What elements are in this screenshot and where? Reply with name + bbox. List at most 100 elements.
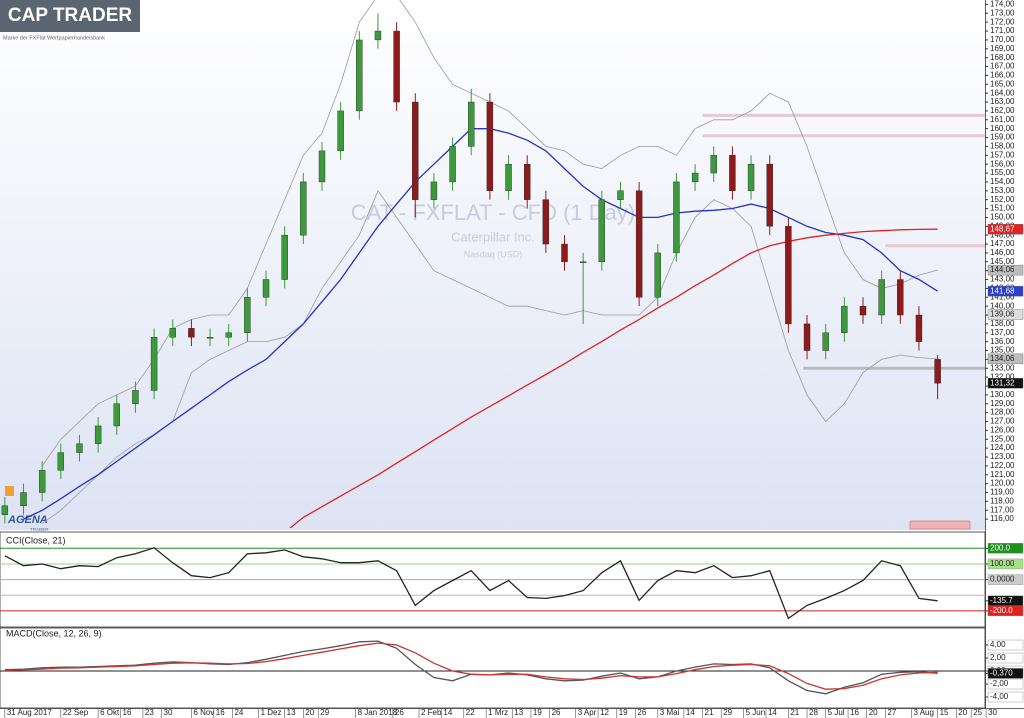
y-tick-label: 172,00 — [990, 17, 1015, 26]
watermark-note: Nasdaq (USD) — [464, 249, 523, 259]
candle-body — [486, 101, 494, 191]
candle-body — [785, 226, 792, 325]
x-tick-label: 28 — [809, 708, 818, 717]
candle-body — [281, 234, 288, 280]
tick-tag — [987, 639, 1024, 651]
y-tick-label: 154,00 — [990, 177, 1015, 186]
x-tick-label: 3 Mai — [660, 708, 680, 717]
candle-body — [94, 425, 102, 444]
candle-body — [374, 30, 382, 41]
price-tag — [987, 286, 1024, 297]
x-tick-label: 14 — [443, 708, 452, 717]
x-tick-label: 5 Jul — [828, 708, 845, 717]
tick-tag — [987, 543, 1024, 554]
candle-body — [244, 297, 251, 333]
candle-body — [729, 155, 736, 191]
candle-body — [710, 155, 717, 174]
price-tag-label: 148,67 — [990, 224, 1015, 233]
x-tick-label: 19 — [619, 708, 628, 717]
y-tick-label: 153,00 — [990, 186, 1015, 195]
price-tag — [987, 264, 1024, 276]
tick-tag — [987, 558, 1024, 570]
y-tick-label: 164,00 — [990, 88, 1015, 97]
y-tick-label: 163,00 — [990, 97, 1015, 106]
x-tick-label: 29 — [320, 708, 329, 717]
price-tag-label: 131,32 — [990, 378, 1015, 387]
tick-tag — [987, 605, 1024, 617]
x-tick-label: 16 — [850, 708, 859, 717]
y-tick-label: 158,00 — [990, 142, 1015, 151]
y-tick-label: 140,00 — [990, 301, 1015, 310]
y-tick-label: 156,00 — [990, 159, 1015, 168]
candle-body — [915, 314, 923, 342]
y-tick-label: 141,00 — [990, 292, 1015, 301]
candle-body — [803, 323, 811, 351]
candle-body — [76, 443, 83, 453]
plot-area — [1, 0, 985, 528]
y-tick-label: 135,00 — [990, 346, 1015, 355]
candle-body — [673, 181, 680, 254]
brand: AGENA — [7, 514, 48, 526]
candle-body — [262, 279, 270, 298]
price-panel — [0, 0, 985, 530]
x-tick-label: 13 — [287, 708, 296, 717]
y-tick-label: 143,00 — [990, 275, 1015, 284]
y-tick-label: 162,00 — [990, 106, 1015, 115]
badge — [5, 486, 14, 496]
y-tick-label: 200.0 — [990, 543, 1011, 552]
tick-tag — [987, 652, 1024, 664]
y-tick-label: 128,00 — [990, 408, 1015, 417]
x-tick-label: 14 — [768, 708, 777, 717]
tagline: Marke der FXFlat Wertpapierhandelsbank — [3, 35, 105, 41]
x-tick-label: 14 — [686, 708, 695, 717]
candle-body — [561, 243, 568, 262]
watermark-subtitle: Caterpillar Inc. — [451, 229, 535, 244]
y-tick-label: -4,00 — [990, 692, 1009, 701]
candle-body — [412, 101, 419, 200]
candle-body — [188, 328, 195, 338]
price-tag — [987, 377, 1024, 389]
candle-body — [430, 181, 438, 200]
candle-body — [841, 305, 848, 333]
series-line — [4, 642, 938, 690]
x-tick-label: 6 Okt — [100, 708, 120, 717]
candle-body — [150, 337, 158, 391]
y-tick-label: 167,00 — [990, 62, 1015, 71]
candle-body — [878, 279, 885, 316]
y-tick-label: 123,00 — [990, 452, 1015, 461]
candle-body — [822, 332, 829, 351]
y-tick-label: 169,00 — [990, 44, 1015, 53]
y-tick-label: 132,00 — [990, 372, 1015, 381]
y-tick-label: 119,00 — [990, 488, 1014, 497]
price-tag — [987, 353, 1024, 365]
candle-body — [635, 190, 643, 298]
y-tick-label: 122,00 — [990, 461, 1015, 470]
x-tick-label: 26 — [395, 708, 404, 717]
candle-body — [57, 452, 65, 471]
candle-body — [859, 305, 867, 316]
x-tick-label: 3 Apr — [578, 708, 597, 717]
brand-sub: TRADER — [30, 527, 49, 532]
y-tick-label: 151,00 — [990, 204, 1015, 213]
y-tick-label: 125,00 — [990, 434, 1015, 443]
y-tick-label: 159,00 — [990, 133, 1015, 142]
y-tick-label: 0.0000 — [990, 575, 1015, 584]
series-line — [4, 547, 938, 620]
y-tick-label: 170,00 — [990, 35, 1015, 44]
tick-tag — [987, 574, 1024, 585]
price-tag — [987, 309, 1024, 320]
x-tick-label: 6 Nov — [193, 708, 214, 717]
logo-box — [0, 0, 140, 32]
candle-body — [132, 390, 139, 404]
candle-body — [38, 470, 46, 493]
candle-body — [598, 199, 606, 262]
y-tick-label: 138,00 — [990, 319, 1015, 328]
x-tick-label: 22 Sep — [63, 708, 89, 717]
x-tick-label: 3 Aug — [913, 708, 933, 717]
series-line — [23, 128, 938, 520]
x-tick-label: 31 Aug 2017 — [7, 708, 52, 717]
candle-body — [505, 163, 512, 191]
candle-body — [337, 110, 344, 152]
x-tick-label: 22 — [466, 708, 475, 717]
